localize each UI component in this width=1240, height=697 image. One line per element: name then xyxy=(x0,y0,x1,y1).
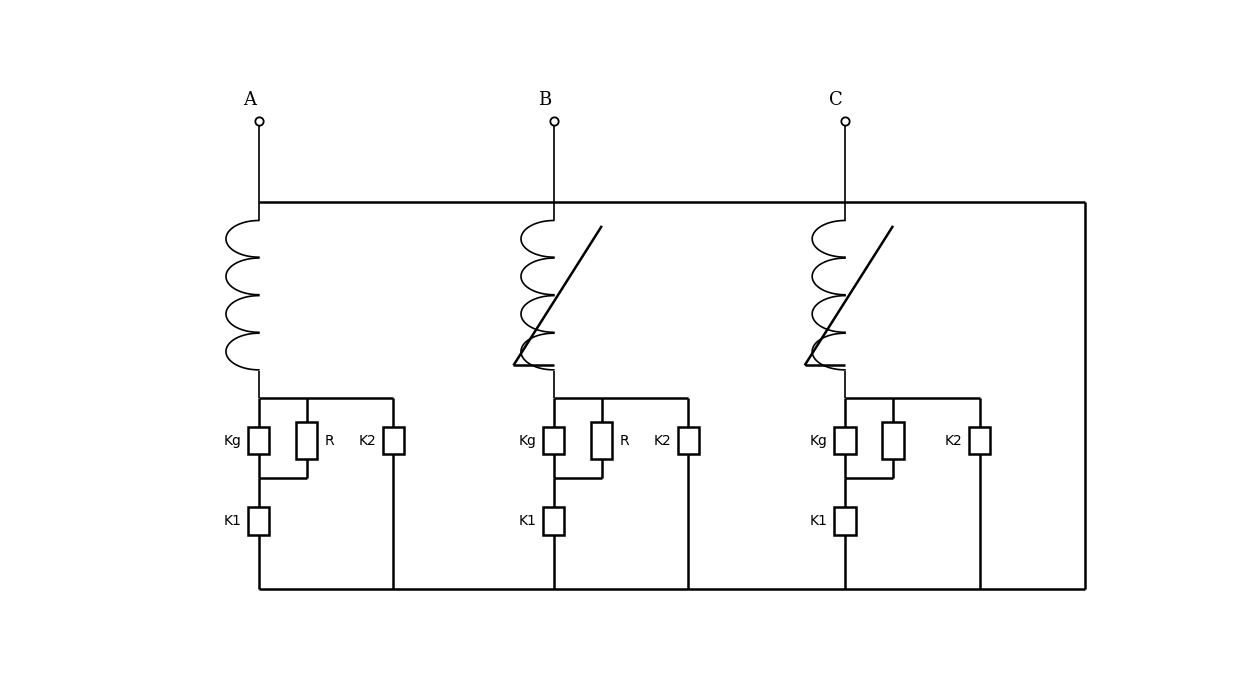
Text: K2: K2 xyxy=(653,434,671,447)
Text: B: B xyxy=(538,91,551,109)
Bar xyxy=(543,427,564,454)
Bar xyxy=(248,507,269,535)
Text: K2: K2 xyxy=(358,434,376,447)
Text: R: R xyxy=(324,434,334,447)
Bar xyxy=(296,422,317,459)
Bar xyxy=(543,507,564,535)
Bar xyxy=(248,427,269,454)
Bar xyxy=(968,427,990,454)
Text: Kg: Kg xyxy=(518,434,537,447)
Bar xyxy=(678,427,699,454)
Text: K1: K1 xyxy=(223,514,242,528)
Text: K2: K2 xyxy=(945,434,962,447)
Text: C: C xyxy=(828,91,842,109)
Text: Kg: Kg xyxy=(810,434,828,447)
Bar xyxy=(591,422,613,459)
Text: Kg: Kg xyxy=(223,434,242,447)
Bar xyxy=(383,427,404,454)
Text: K1: K1 xyxy=(518,514,537,528)
Bar xyxy=(835,427,856,454)
Text: R: R xyxy=(619,434,629,447)
Text: A: A xyxy=(243,91,255,109)
Bar xyxy=(835,507,856,535)
Bar xyxy=(883,422,904,459)
Text: K1: K1 xyxy=(810,514,828,528)
